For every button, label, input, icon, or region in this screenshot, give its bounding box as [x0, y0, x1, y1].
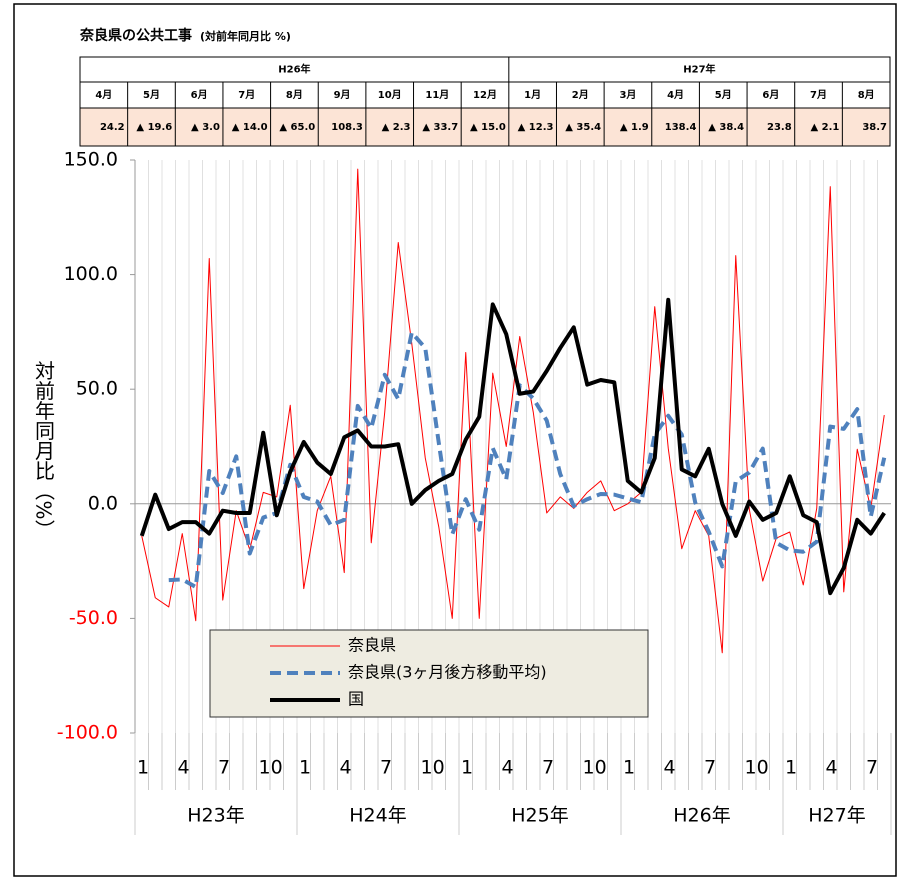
- table-value: ▲ 2.3: [382, 122, 411, 133]
- y-tick-label: 50.0: [76, 378, 118, 400]
- y-axis-label: 対前年同月比（%）: [32, 360, 56, 539]
- table-month: 8月: [286, 89, 303, 101]
- table-value: 108.3: [331, 122, 363, 133]
- x-group-label: H24年: [349, 805, 406, 827]
- x-tick-label: 4: [340, 757, 352, 779]
- x-tick-label: 1: [299, 757, 311, 779]
- x-tick-label: 1: [623, 757, 635, 779]
- table-value: 24.2: [100, 122, 125, 133]
- table-value: 138.4: [665, 122, 697, 133]
- y-tick-label: 150.0: [64, 149, 118, 171]
- legend-label: 国: [348, 690, 364, 709]
- table-month: 1月: [524, 89, 541, 101]
- x-tick-label: 4: [502, 757, 514, 779]
- table-month: 5月: [715, 89, 732, 101]
- table-value: ▲ 15.0: [470, 122, 506, 133]
- table-group-label: H26年: [278, 63, 310, 76]
- table-value: ▲ 12.3: [518, 122, 554, 133]
- x-tick-label: 10: [421, 757, 445, 779]
- table-value: ▲ 2.1: [810, 122, 839, 133]
- x-tick-label: 10: [583, 757, 607, 779]
- x-tick-label: 7: [704, 757, 716, 779]
- x-tick-label: 1: [461, 757, 473, 779]
- y-tick-label: -50.0: [69, 607, 118, 629]
- x-tick-label: 1: [785, 757, 797, 779]
- y-tick-label: -100.0: [57, 722, 118, 744]
- x-group-label: H23年: [187, 805, 244, 827]
- table-month: 7月: [238, 89, 255, 101]
- x-tick-label: 7: [218, 757, 230, 779]
- table-value: ▲ 65.0: [279, 122, 315, 133]
- legend-label: 奈良県(3ヶ月後方移動平均): [348, 663, 547, 682]
- x-tick-label: 10: [745, 757, 769, 779]
- legend-label: 奈良県: [348, 636, 396, 655]
- table-month: 9月: [334, 89, 351, 101]
- table-month: 6月: [762, 89, 779, 101]
- table-month: 6月: [191, 89, 208, 101]
- table-month: 4月: [667, 89, 684, 101]
- x-group-label: H27年: [808, 805, 865, 827]
- x-tick-label: 4: [178, 757, 190, 779]
- table-value: 23.8: [767, 122, 792, 133]
- x-tick-label: 4: [664, 757, 676, 779]
- table-value: 38.7: [862, 122, 887, 133]
- table-value: ▲ 3.0: [191, 122, 220, 133]
- table-month: 12月: [473, 89, 497, 101]
- table-month: 2月: [572, 89, 589, 101]
- table-month: 7月: [810, 89, 827, 101]
- table-value: ▲ 38.4: [708, 122, 744, 133]
- table-month: 11月: [425, 89, 449, 101]
- table-month: 5月: [143, 89, 160, 101]
- x-group-label: H26年: [673, 805, 730, 827]
- table-value: ▲ 33.7: [422, 122, 458, 133]
- table-value: ▲ 35.4: [565, 122, 601, 133]
- table-value: ▲ 19.6: [136, 122, 172, 133]
- y-tick-label: 0.0: [88, 492, 118, 514]
- series-line: [139, 297, 886, 596]
- x-tick-label: 4: [826, 757, 838, 779]
- table-title: 奈良県の公共工事: [79, 27, 192, 44]
- table-value-row-bg: [80, 108, 890, 146]
- x-group-label: H25年: [511, 805, 568, 827]
- y-tick-label: 100.0: [64, 263, 118, 285]
- x-tick-label: 7: [866, 757, 878, 779]
- x-tick-label: 1: [137, 757, 149, 779]
- series-line: [141, 168, 885, 654]
- table-month: 3月: [619, 89, 636, 101]
- frame: [13, 3, 897, 877]
- table-group-label: H27年: [683, 63, 715, 76]
- x-tick-label: 7: [380, 757, 392, 779]
- table-border: [79, 56, 891, 147]
- x-tick-label: 7: [542, 757, 554, 779]
- table-month: 8月: [858, 89, 875, 101]
- table-month: 10月: [378, 89, 402, 101]
- x-tick-label: 10: [259, 757, 283, 779]
- table-title-note: (対前年同月比 %): [200, 29, 291, 43]
- legend-box: [209, 629, 649, 718]
- table-value: ▲ 1.9: [620, 122, 649, 133]
- table-value: ▲ 14.0: [232, 122, 268, 133]
- table-month: 4月: [95, 89, 112, 101]
